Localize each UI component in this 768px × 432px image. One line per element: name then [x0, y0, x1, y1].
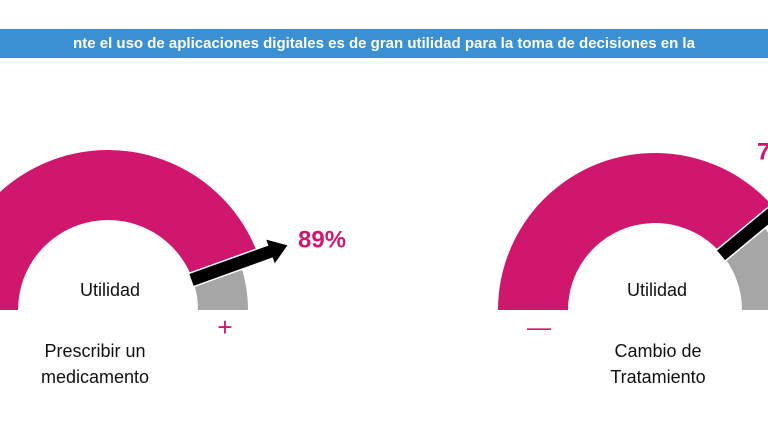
gauge-arrow — [187, 237, 290, 288]
gauge-start-label: — — [527, 314, 551, 341]
gauge-end-label: + — [217, 312, 232, 342]
title: nte el uso de aplicaciones digitales es … — [73, 35, 696, 52]
gauge-center-label: Utilidad — [627, 280, 687, 300]
gauge-caption: Prescribir un — [44, 341, 145, 361]
gauge-caption: medicamento — [41, 367, 149, 387]
gauge-value-arc — [0, 150, 259, 310]
gauge-caption: Cambio de — [614, 341, 701, 361]
title-bar — [0, 29, 768, 58]
gauge-value-label: 78% — [757, 138, 768, 165]
gauge-value-arc — [498, 153, 768, 310]
gauge-center-label: Utilidad — [80, 280, 140, 300]
gauge-rest-arc — [192, 262, 248, 310]
gauge-arrow — [714, 206, 768, 263]
gauge-caption: Tratamiento — [610, 367, 705, 387]
gauge-value-label: 89% — [298, 226, 346, 253]
gauge-rest-arc — [722, 222, 768, 310]
